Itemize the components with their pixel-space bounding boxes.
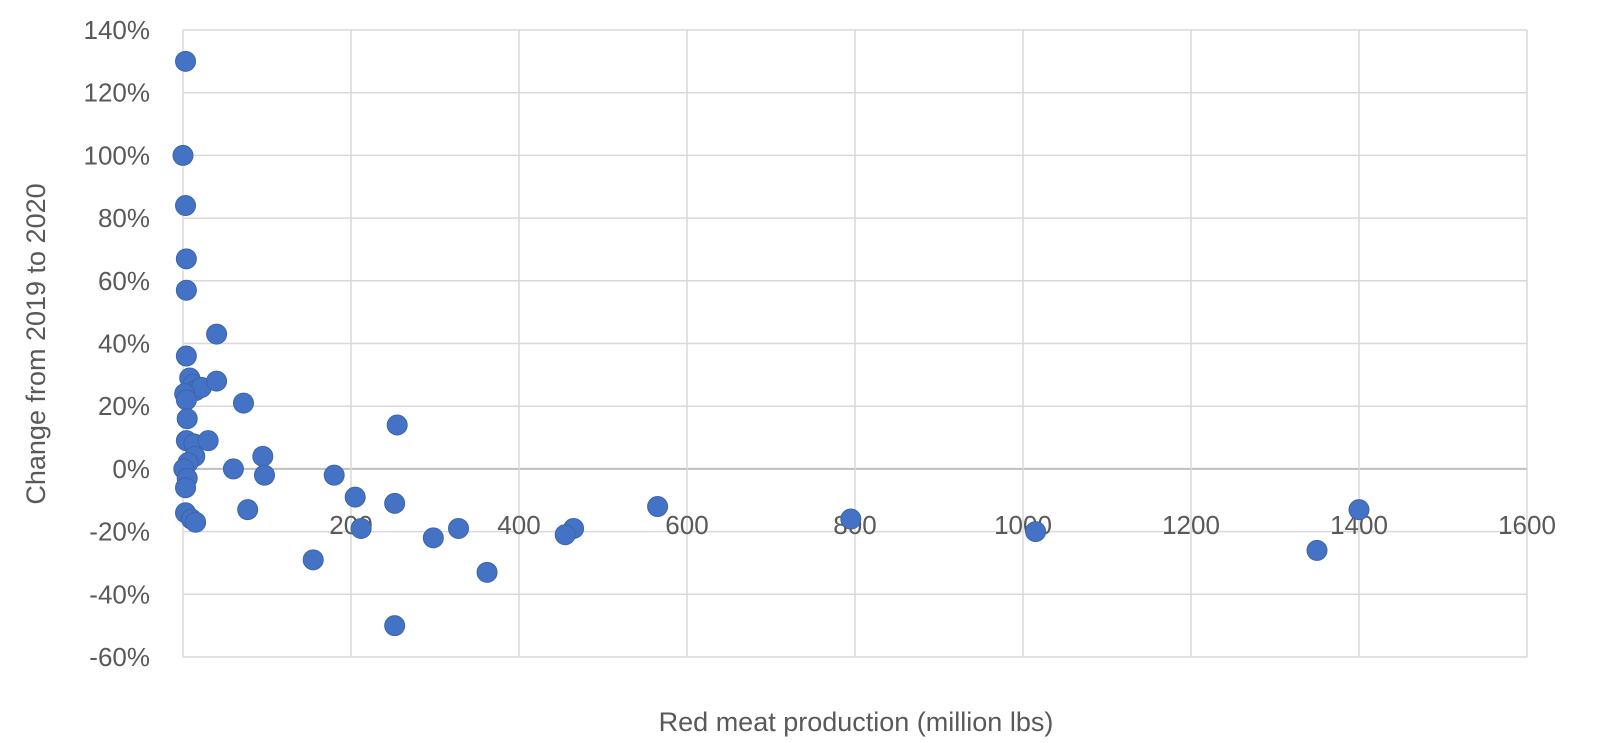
y-tick-label: 20% xyxy=(98,391,150,421)
data-point xyxy=(422,527,444,549)
x-tick-label: 400 xyxy=(497,510,540,540)
data-point xyxy=(185,511,207,533)
data-point xyxy=(323,464,345,486)
data-point xyxy=(222,458,244,480)
data-point xyxy=(206,323,228,345)
data-point xyxy=(172,144,194,166)
grid xyxy=(182,29,1528,658)
data-point xyxy=(647,496,669,518)
y-tick-label: 40% xyxy=(98,329,150,359)
y-tick-label: 140% xyxy=(84,15,151,45)
data-points xyxy=(172,50,1370,637)
x-tick-label: 600 xyxy=(665,510,708,540)
data-point xyxy=(554,524,576,546)
data-point xyxy=(175,279,197,301)
data-point xyxy=(175,248,197,270)
data-point xyxy=(384,615,406,637)
data-point xyxy=(175,50,197,72)
data-point xyxy=(1306,539,1328,561)
y-tick-label: 100% xyxy=(84,140,151,170)
data-point xyxy=(302,549,324,571)
data-point xyxy=(384,492,406,514)
data-point xyxy=(176,408,198,430)
y-tick-label: -20% xyxy=(89,517,150,547)
x-axis-title: Red meat production (million lbs) xyxy=(659,707,1054,737)
data-point xyxy=(237,499,259,521)
data-point xyxy=(206,370,228,392)
y-axis-title: Change from 2019 to 2020 xyxy=(21,183,51,504)
x-tick-label: 1600 xyxy=(1498,510,1556,540)
data-point xyxy=(175,477,197,499)
data-point xyxy=(175,195,197,217)
data-point xyxy=(253,464,275,486)
y-axis-ticks: -60% -40% -20% 0% 20% 40% 60% 80% 100% 120% 140% xyxy=(84,15,151,672)
x-axis-ticks: 2004006008001000120014001600 xyxy=(329,510,1556,540)
y-tick-label: 120% xyxy=(84,78,151,108)
data-point xyxy=(1348,499,1370,521)
data-point xyxy=(232,392,254,414)
data-point xyxy=(252,445,274,467)
data-point xyxy=(350,517,372,539)
data-point xyxy=(197,430,219,452)
data-point xyxy=(448,517,470,539)
data-point xyxy=(175,389,197,411)
data-point xyxy=(175,345,197,367)
y-tick-label: 80% xyxy=(98,203,150,233)
x-tick-label: 1200 xyxy=(1162,510,1220,540)
data-point xyxy=(840,508,862,530)
data-point xyxy=(386,414,408,436)
data-point xyxy=(344,486,366,508)
y-tick-label: -40% xyxy=(89,579,150,609)
data-point xyxy=(1025,521,1047,543)
data-point xyxy=(476,561,498,583)
y-tick-label: 0% xyxy=(112,454,150,484)
y-tick-label: -60% xyxy=(89,642,150,672)
y-tick-label: 60% xyxy=(98,266,150,296)
